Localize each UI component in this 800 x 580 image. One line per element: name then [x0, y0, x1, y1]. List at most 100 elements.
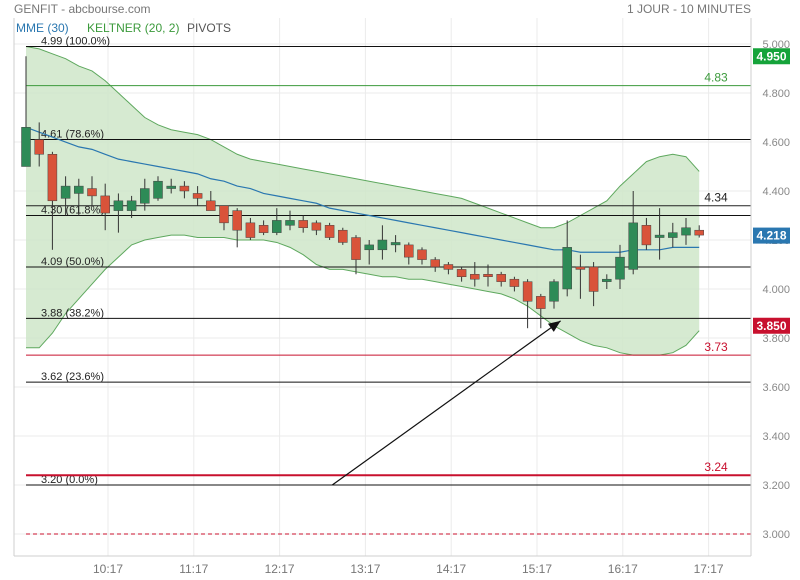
- candle-body: [536, 296, 546, 309]
- pivot-label: 3.24: [704, 460, 728, 474]
- candle-body: [245, 222, 256, 238]
- candle-body: [443, 264, 454, 270]
- candle-body: [417, 249, 427, 260]
- candle-body: [377, 239, 388, 251]
- candle-body: [509, 278, 520, 287]
- candle-body: [219, 205, 229, 224]
- y-tick-label: 3.800: [762, 333, 790, 345]
- x-tick-label: 11:17: [179, 562, 208, 576]
- candle-body: [456, 269, 467, 277]
- candle-body: [21, 127, 31, 167]
- y-tick-label: 5.000: [762, 39, 790, 51]
- candle-body: [470, 274, 480, 280]
- candle-body: [192, 193, 203, 199]
- fib-level-label: 3.88 (38.2%): [41, 307, 104, 319]
- x-tick-label: 17:17: [694, 562, 724, 576]
- price-tag-label: 4.218: [756, 229, 786, 243]
- candle-body: [100, 195, 110, 214]
- candle-body: [364, 244, 374, 251]
- period-label: 1 JOUR - 10 MINUTES: [626, 2, 751, 16]
- candle-body: [654, 234, 665, 238]
- price-tag-box: [753, 227, 790, 244]
- candle-body: [113, 200, 124, 211]
- candle-body: [338, 229, 348, 243]
- keltner-lower-line: [26, 234, 700, 356]
- candle-body: [324, 225, 335, 238]
- candle-body: [47, 154, 58, 202]
- candle-body: [140, 188, 150, 204]
- candle-body: [179, 185, 190, 192]
- legend-pivots: PIVOTS: [187, 21, 232, 35]
- candle-body: [430, 259, 440, 268]
- candle-body: [166, 185, 176, 189]
- legend-mme: MME (30): [16, 21, 69, 35]
- price-tag-label: 4.950: [756, 49, 786, 63]
- keltner-upper-line: [25, 45, 700, 229]
- candle-body: [628, 222, 638, 270]
- fib-level-label: 4.30 (61.8%): [41, 205, 104, 217]
- candle-body: [668, 232, 678, 238]
- pivot-label: 3.73: [704, 340, 728, 354]
- candle-body: [483, 274, 493, 277]
- candle-body: [34, 139, 44, 155]
- candle-body: [232, 210, 242, 231]
- y-tick-label: 3.000: [762, 529, 790, 541]
- candle-body: [681, 227, 691, 236]
- candle-body: [206, 200, 216, 211]
- y-tick-label: 3.400: [762, 431, 790, 443]
- candle-body: [694, 229, 704, 236]
- keltner-fill: [26, 46, 700, 356]
- candle-body: [522, 281, 533, 302]
- fib-level-label: 4.09 (50.0%): [41, 256, 104, 268]
- candle-body: [285, 220, 295, 226]
- price-tag-box: [753, 317, 790, 334]
- fib-level-label: 4.99 (100.0%): [41, 35, 110, 47]
- candle-body: [258, 225, 269, 233]
- x-tick-label: 14:17: [436, 562, 466, 576]
- fib-level-label: 3.20 (0.0%): [41, 474, 98, 486]
- keltner-band: [25, 45, 700, 356]
- mme-polyline: [25, 126, 700, 253]
- y-tick-label: 3.600: [762, 382, 790, 394]
- x-tick-label: 15:17: [522, 562, 552, 576]
- trend-arrow: [331, 320, 561, 486]
- candle-body: [641, 225, 652, 246]
- chart-title: GENFIT - abcbourse.com: [14, 2, 151, 16]
- candle-body: [562, 247, 572, 290]
- candle-body: [602, 278, 612, 282]
- candle-body: [575, 266, 586, 270]
- candle-body: [298, 220, 308, 228]
- arrow-shaft: [331, 320, 561, 486]
- pivot-label: 4.34: [704, 191, 728, 205]
- x-tick-label: 10:17: [93, 562, 123, 576]
- candle-body: [549, 281, 559, 302]
- legend-keltner: KELTNER (20, 2): [87, 21, 180, 35]
- candle-body: [311, 222, 322, 231]
- y-tick-label: 3.200: [762, 480, 790, 492]
- candle-body: [153, 180, 163, 199]
- candle-body: [351, 237, 361, 260]
- y-tick-label: 4.400: [762, 186, 790, 198]
- pivot-label: 4.83: [704, 71, 728, 85]
- candle-body: [404, 244, 414, 258]
- price-tag-box: [753, 48, 790, 65]
- candle-body: [390, 242, 401, 246]
- axes: 3.0003.2003.4003.6003.8004.0004.2004.400…: [13, 18, 790, 576]
- x-tick-label: 16:17: [608, 562, 638, 576]
- fib-level-label: 4.61 (78.6%): [41, 129, 104, 141]
- fib-level-label: 3.62 (23.6%): [41, 371, 104, 383]
- candle-body: [87, 188, 97, 197]
- candles: [21, 56, 704, 329]
- x-tick-label: 13:17: [350, 562, 380, 576]
- price-tag-label: 3.850: [756, 319, 786, 333]
- x-tick-label: 12:17: [265, 562, 295, 576]
- y-tick-label: 4.000: [762, 284, 790, 296]
- arrow-head: [547, 320, 561, 332]
- candle-body: [615, 256, 625, 280]
- candle-body: [126, 200, 137, 211]
- candle-body: [272, 220, 282, 233]
- candle-body: [60, 185, 71, 199]
- candle-body: [588, 266, 599, 292]
- candle-body: [74, 185, 84, 194]
